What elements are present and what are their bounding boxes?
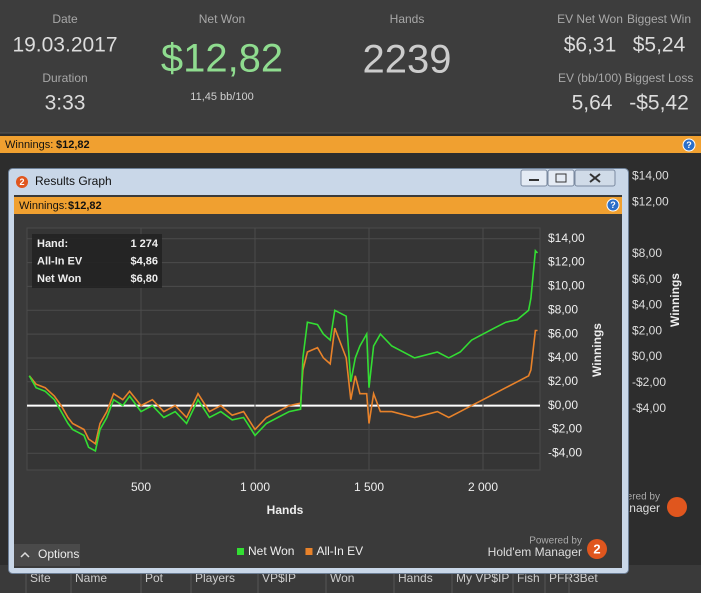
options-button[interactable] (14, 544, 80, 566)
app-icon-glyph: 2 (19, 177, 24, 187)
background-y-tick-label: $2,00 (632, 323, 662, 337)
y-tick-label: $14,00 (548, 231, 585, 245)
y-axis-label: Winnings (590, 323, 604, 377)
stat-label: Duration (42, 71, 87, 85)
bb100-value: 11,45 bb/100 (190, 91, 253, 103)
y-tick-label: $12,00 (548, 255, 585, 269)
legend-label: Net Won (248, 544, 294, 558)
background-y-tick-label: $12,00 (632, 194, 669, 208)
column-header: Pot (145, 571, 164, 585)
column-header: 3Bet (573, 571, 598, 585)
tooltip-value: $4,86 (130, 255, 158, 267)
maximize-button[interactable] (547, 169, 575, 187)
stat-label: Date (52, 12, 78, 26)
y-tick-label: $0,00 (548, 398, 578, 412)
stat-value: $6,31 (564, 34, 617, 57)
stat-label: Net Won (199, 12, 245, 26)
summary-label: Winnings: (19, 200, 67, 212)
background-powered-by: Powered by (607, 492, 660, 503)
stat-value: 3:33 (45, 92, 86, 115)
stat-value: -$5,42 (629, 92, 689, 115)
background-y-tick-label: -$4,00 (632, 401, 666, 415)
tooltip (32, 234, 162, 288)
tooltip-value: 1 274 (130, 238, 158, 250)
stat-label: Hands (390, 12, 425, 26)
close-glyph (589, 173, 601, 183)
column-header: Site (30, 571, 51, 585)
minimize-button[interactable] (520, 169, 548, 187)
y-tick-label: $6,00 (548, 326, 578, 340)
powered-by: Powered by (529, 536, 582, 547)
summary-value: $12,82 (68, 200, 102, 212)
column-header: PFR (549, 571, 573, 585)
brand-logo (587, 539, 607, 559)
maximize-glyph (555, 173, 567, 183)
background-y-tick-label: $8,00 (632, 246, 662, 260)
summary-label: Winnings: (5, 139, 53, 151)
app-icon (16, 176, 28, 188)
x-tick-label: 500 (131, 480, 151, 494)
options-label: Options (38, 547, 79, 561)
tooltip-value: $6,80 (130, 273, 158, 285)
background-y-tick-label: $14,00 (632, 169, 669, 183)
stat-value: 19.03.2017 (12, 34, 117, 57)
tooltip-label: All-In EV (37, 255, 83, 267)
help-icon[interactable] (606, 198, 620, 212)
legend-swatch (305, 548, 313, 555)
column-header: Name (75, 571, 107, 585)
summary-bar (0, 136, 701, 153)
background-y-tick-label: $6,00 (632, 272, 662, 286)
stat-label: Biggest Loss (625, 71, 694, 85)
tooltip-label: Hand: (37, 238, 68, 250)
y-tick-label: $10,00 (548, 279, 585, 293)
x-axis-label: Hands (267, 503, 304, 517)
tooltip-label: Net Won (37, 273, 82, 285)
stats-panel (0, 0, 701, 133)
summary-value: $12,82 (56, 139, 90, 151)
y-tick-label: $4,00 (548, 350, 578, 364)
column-header: Hands (398, 571, 433, 585)
background-y-tick-label: $4,00 (632, 298, 662, 312)
series-line (28, 248, 539, 453)
stat-label: EV (bb/100) (558, 71, 622, 85)
net-won-value: $12,82 (161, 37, 283, 81)
x-tick-label: 1 000 (240, 480, 270, 494)
legend-swatch (237, 548, 244, 555)
column-header: Won (330, 571, 354, 585)
brand: Hold'em Manager (488, 545, 582, 559)
brand-logo-glyph: 2 (593, 541, 600, 556)
window-summary-bar (14, 197, 622, 214)
stat-value: $5,24 (633, 34, 686, 57)
options-chevron (20, 551, 30, 558)
stat-value: 5,64 (572, 92, 613, 115)
column-header: Fish (517, 571, 540, 585)
help-icon-glyph: ? (610, 200, 616, 210)
stat-label: Biggest Win (627, 12, 691, 26)
y-tick-label: -$2,00 (548, 422, 582, 436)
y-tick-label: $8,00 (548, 302, 578, 316)
x-tick-label: 2 000 (468, 480, 498, 494)
background-y-label: Winnings (668, 273, 682, 327)
window-title: Results Graph (35, 174, 112, 188)
legend-label: All-In EV (316, 544, 363, 558)
help-icon-glyph: ? (686, 140, 692, 150)
background-brand-logo (667, 497, 687, 517)
hands-value: 2239 (363, 38, 452, 82)
background-y-tick-label: -$2,00 (632, 375, 666, 389)
y-tick-label: -$4,00 (548, 445, 582, 459)
background-y-tick-label: $0,00 (632, 349, 662, 363)
column-header: My VP$IP (456, 571, 509, 585)
series-line (28, 327, 538, 446)
stat-label: EV Net Won (557, 12, 623, 26)
help-icon[interactable] (682, 138, 696, 152)
column-header: VP$IP (262, 571, 296, 585)
x-tick-label: 1 500 (354, 480, 384, 494)
column-header: Players (195, 571, 235, 585)
y-tick-label: $2,00 (548, 374, 578, 388)
